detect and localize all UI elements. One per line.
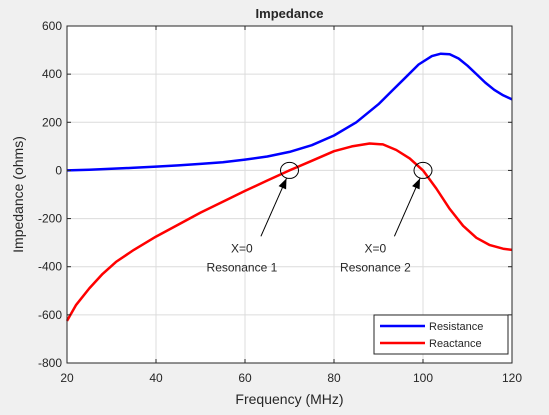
annotation-label-top: X=0	[365, 241, 387, 255]
annotation-label-top: X=0	[231, 241, 253, 255]
chart-title: Impedance	[256, 6, 324, 21]
y-ticks: -800 -600 -400 -200 0 200 400 600	[38, 19, 512, 370]
y-tick-label: 0	[55, 163, 62, 177]
resonance-circle	[413, 161, 433, 179]
annotation-arrow-head	[412, 178, 420, 190]
y-tick-label: 400	[42, 67, 62, 81]
plot-frame	[66, 25, 513, 364]
series-line-resistance	[66, 52, 513, 172]
x-tick-label: 100	[413, 371, 433, 385]
y-tick-label: -800	[38, 356, 62, 370]
legend-label-reactance: Reactance	[429, 338, 482, 350]
series-line-reactance	[65, 142, 513, 322]
x-tick-label: 80	[327, 371, 341, 385]
resonance-circle	[280, 161, 299, 179]
x-tick-label: 40	[149, 371, 163, 385]
y-tick-label: -600	[38, 308, 62, 322]
annotation-label-bottom: Resonance 2	[340, 260, 411, 274]
annotation-label-bottom: Resonance 1	[207, 260, 278, 274]
x-ticks: 20 40 60 80 100 120	[60, 26, 522, 385]
y-tick-label: -400	[38, 260, 62, 274]
annotation-arrow-shaft	[260, 178, 287, 237]
plot-area	[67, 26, 512, 363]
annotations: X=0 Resonance 1 X=0 Resonance 2	[207, 161, 433, 274]
legend: Resistance Reactance	[373, 314, 509, 355]
y-tick-label: -200	[38, 212, 62, 226]
legend-label-resistance: Resistance	[429, 321, 483, 333]
legend-box	[373, 314, 509, 355]
series-group	[65, 52, 513, 322]
annotation-arrow-shaft	[393, 178, 421, 237]
x-axis-label: Frequency (MHz)	[235, 391, 343, 407]
x-tick-label: 20	[60, 371, 74, 385]
y-tick-label: 600	[42, 19, 62, 33]
y-tick-label: 200	[42, 115, 62, 129]
x-tick-label: 60	[238, 371, 252, 385]
x-tick-label: 120	[502, 371, 522, 385]
annotation-arrow-head	[278, 178, 287, 190]
y-axis-label: Impedance (ohms)	[10, 136, 26, 253]
